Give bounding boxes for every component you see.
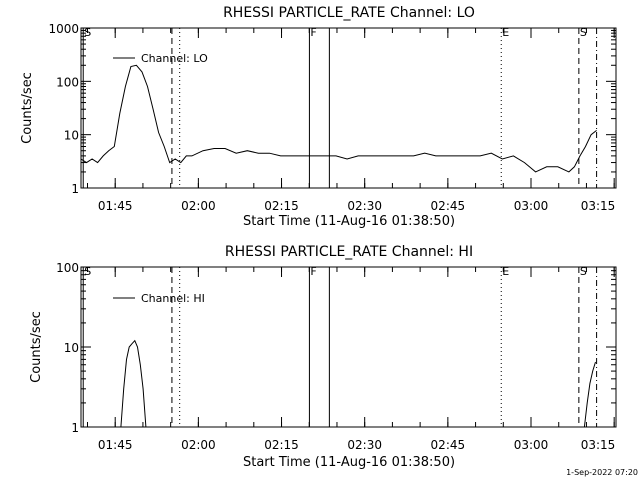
series-line bbox=[80, 64, 597, 173]
x-tick-label: 03:15 bbox=[581, 199, 616, 213]
hi-x-axis-label: Start Time (11-Aug-16 01:38:50) bbox=[243, 455, 455, 470]
hi-y-axis-label: Counts/sec bbox=[29, 311, 44, 383]
y-tick-label: 1 bbox=[71, 421, 79, 435]
time-marker-label: S bbox=[580, 265, 587, 278]
x-tick-label: 03:15 bbox=[581, 438, 616, 452]
hi-time-markers: SFES bbox=[82, 265, 598, 427]
y-tick-label: 100 bbox=[56, 261, 79, 275]
lo-legend: Channel: LO bbox=[113, 52, 208, 65]
y-tick-label: 10 bbox=[64, 341, 79, 355]
x-tick-label: 01:45 bbox=[98, 438, 133, 452]
lo-time-markers: SFES bbox=[82, 26, 598, 188]
lo-y-axis-label: Counts/sec bbox=[20, 72, 35, 144]
time-marker-label: F bbox=[310, 26, 316, 39]
hi-plot-frame bbox=[80, 266, 617, 428]
lo-panel-title: RHESSI PARTICLE_RATE Channel: LO bbox=[223, 5, 475, 21]
time-marker-label: E bbox=[502, 26, 509, 39]
lo-legend-label: Channel: LO bbox=[141, 52, 208, 65]
x-tick-label: 02:00 bbox=[181, 199, 216, 213]
series-line bbox=[583, 361, 596, 428]
lo-x-axis-label: Start Time (11-Aug-16 01:38:50) bbox=[243, 214, 455, 229]
y-tick-label: 1 bbox=[71, 182, 79, 196]
hi-legend: Channel: HI bbox=[113, 292, 205, 305]
x-tick-label: 03:00 bbox=[514, 199, 549, 213]
hi-x-axis-ticks: 01:45 02:00 02:15 02:30 02:45 03:00 03:15 bbox=[86, 267, 616, 452]
x-tick-label: 02:45 bbox=[431, 199, 466, 213]
hi-panel-title: RHESSI PARTICLE_RATE Channel: HI bbox=[225, 244, 473, 260]
timestamp-stamp: 1-Sep-2022 07:20 bbox=[566, 468, 638, 477]
lo-plot-frame bbox=[80, 27, 617, 189]
hi-legend-label: Channel: HI bbox=[141, 292, 205, 305]
x-tick-label: 02:00 bbox=[181, 438, 216, 452]
x-tick-label: 02:15 bbox=[264, 438, 299, 452]
lo-channel-panel: RHESSI PARTICLE_RATE Channel: LO SFES 11… bbox=[20, 5, 617, 229]
lo-x-axis-ticks: 01:45 02:00 02:15 02:30 02:45 03:00 03:15 bbox=[86, 28, 616, 213]
x-tick-label: 02:45 bbox=[431, 438, 466, 452]
series-line bbox=[120, 339, 147, 428]
x-tick-label: 03:00 bbox=[514, 438, 549, 452]
hi-channel-panel: RHESSI PARTICLE_RATE Channel: HI SFES 11… bbox=[29, 244, 617, 470]
x-tick-label: 02:30 bbox=[347, 438, 382, 452]
time-marker-label: F bbox=[310, 265, 316, 278]
y-tick-label: 10 bbox=[64, 129, 79, 143]
lo-data-series bbox=[80, 64, 597, 173]
hi-y-axis-ticks: 1 10 100 bbox=[56, 261, 616, 435]
y-tick-label: 100 bbox=[56, 75, 79, 89]
x-tick-label: 01:45 bbox=[98, 199, 133, 213]
x-tick-label: 02:30 bbox=[347, 199, 382, 213]
time-marker-label: E bbox=[502, 265, 509, 278]
lo-y-axis-ticks: 1 10 100 1000 bbox=[48, 22, 616, 196]
x-tick-label: 02:15 bbox=[264, 199, 299, 213]
hi-data-series bbox=[120, 339, 596, 428]
y-tick-label: 1000 bbox=[48, 22, 79, 36]
time-marker-label: S bbox=[580, 26, 587, 39]
